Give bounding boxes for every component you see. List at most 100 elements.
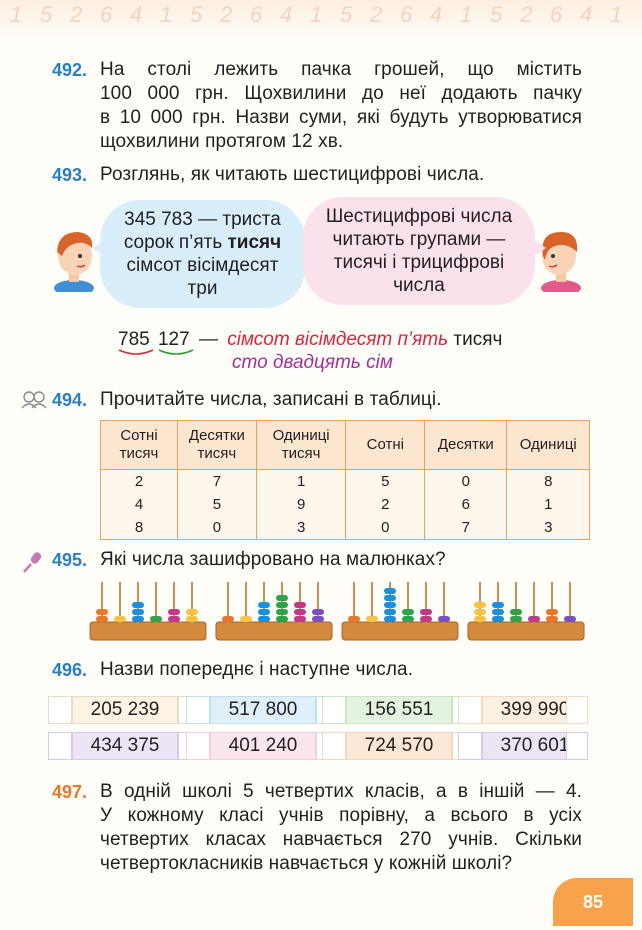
abacus-image: [341, 582, 459, 641]
table-header-row: Сотні тисяч Десятки тисяч Одиниці тисяч Сот…: [99, 420, 590, 470]
task-492-number: 492.: [52, 60, 88, 80]
number-box: 517 800: [210, 696, 316, 724]
reading-word-thousand: тисяч: [453, 329, 503, 350]
table-cell: 0: [424, 469, 508, 493]
number-box-row-2: 434 375 401 240 724 570 370 601: [48, 732, 588, 760]
reading-example: 785 127 — сімсот вісімдесят п’ять тисяч: [118, 328, 503, 355]
table-cell: 3: [255, 516, 347, 540]
table-header: Сотні: [345, 420, 426, 470]
number-box-row-1: 205 239 517 800 156 551 399 990: [48, 696, 588, 724]
speech-bubble-girl: Шестицифрові числа читають групами — тис…: [303, 197, 535, 305]
number-box: 156 551: [346, 696, 452, 724]
digits: 785: [118, 329, 150, 350]
task-492-text: На столі лежить пачка грошей, що містить…: [100, 58, 582, 154]
header-line: тисяч: [197, 445, 237, 462]
bubble-line: сімсот вісімдесят: [126, 255, 279, 276]
answer-box-prev[interactable]: [322, 696, 346, 724]
table-cell: 0: [177, 516, 257, 540]
speech-bubble-boy: 345 783 — триста сорок п’ять тисяч сімсо…: [100, 200, 305, 308]
task-497-line: У кожному класі учнів порівну, а всього …: [100, 805, 582, 826]
task-497-line: четвертокласників навчається у кожній шк…: [100, 853, 513, 874]
bubble-line: читають групами —: [332, 229, 506, 250]
reading-units: сто двадцять сім: [232, 352, 393, 373]
header-line: тисяч: [119, 445, 159, 462]
bubble-text: сорок п’ять: [123, 232, 228, 253]
bubble-bold-word: тисяч: [227, 232, 282, 253]
task-497-line: В одній школі 5 четвертих класів, а в ін…: [100, 781, 582, 802]
answer-box-prev[interactable]: [186, 732, 210, 760]
table-cell: 5: [345, 469, 426, 493]
arc-green: [158, 349, 194, 355]
answer-box-prev[interactable]: [458, 696, 482, 724]
task-494-number: 494.: [52, 390, 88, 410]
number-group-units: 127: [157, 329, 194, 355]
task-492-line: щохвилини протягом 12 хв.: [100, 131, 344, 152]
abacus-image: [467, 582, 585, 641]
answer-box-next[interactable]: [566, 696, 588, 724]
table-row: 2 7 1 5 0 8: [99, 469, 590, 493]
table-cell: 7: [177, 469, 257, 493]
table-cell: 2: [99, 469, 179, 493]
task-497-text: В одній школі 5 четвертих класів, а в ін…: [100, 780, 582, 876]
task-492-line: 100 000 грн. Щохвилини до неї додають па…: [100, 83, 582, 104]
number-box: 401 240: [210, 732, 316, 760]
table-row: 4 5 9 2 6 1: [99, 493, 590, 516]
table-cell: 6: [424, 493, 508, 516]
reading-thousands: сімсот вісімдесят п’ять: [227, 329, 449, 350]
answer-box-prev[interactable]: [48, 732, 72, 760]
task-493-text: Розглянь, як читають шестицифрові числа.: [100, 164, 485, 185]
table-header: Десятки: [424, 420, 508, 470]
digits: 127: [157, 329, 190, 350]
bubble-line: три: [187, 278, 218, 299]
table-row: 8 0 3 0 7 3: [99, 516, 590, 540]
task-497-number: 497.: [52, 782, 88, 802]
task-495-number: 495.: [52, 550, 88, 570]
table-cell: 7: [424, 516, 508, 540]
number-box: 434 375: [72, 732, 178, 760]
girl-avatar: [541, 232, 581, 292]
table-header: Десятки тисяч: [177, 420, 257, 470]
place-value-table: Сотні тисяч Десятки тисяч Одиниці тисяч Сот…: [99, 420, 590, 540]
task-494-text: Прочитайте числа, записані в таблиці.: [100, 389, 442, 410]
table-header: Одиниці тисяч: [255, 420, 347, 470]
answer-box-next[interactable]: [566, 732, 588, 760]
abacus-image: [89, 582, 207, 641]
answer-box-prev[interactable]: [322, 732, 346, 760]
table-cell: 5: [177, 493, 257, 516]
bubble-line: сорок п’ять тисяч: [124, 231, 281, 254]
table-cell: 0: [345, 516, 426, 540]
header-line: Десятки: [437, 436, 494, 453]
task-496-number: 496.: [52, 660, 88, 680]
bubble-line: тисячі і трицифрові: [333, 252, 505, 273]
number-box: 205 239: [72, 696, 178, 724]
task-493-number: 493.: [52, 165, 88, 185]
table-header: Одиниці: [506, 420, 590, 470]
answer-box-prev[interactable]: [186, 696, 210, 724]
number-group-thousands: 785: [118, 329, 154, 355]
header-line: Сотні: [366, 436, 404, 453]
table-cell: 1: [255, 469, 347, 493]
microphone-icon: [23, 552, 42, 573]
table-cell: 1: [506, 493, 590, 516]
page-number: 85: [553, 878, 633, 926]
table-cell: 8: [99, 516, 179, 540]
task-492-line: На столі лежить пачка грошей, що містить: [100, 59, 582, 80]
task-492-line: в 10 000 грн. Назви суми, які будуть утв…: [100, 107, 582, 128]
table-cell: 8: [506, 469, 590, 493]
table-header: Сотні тисяч: [99, 420, 179, 470]
task-497-line: четвертих класах навчається 270 учнів. С…: [100, 829, 582, 850]
abacus-image: [215, 582, 333, 641]
answer-box-prev[interactable]: [458, 732, 482, 760]
bubble-line: 345 783 — триста: [124, 209, 281, 230]
bubble-line: числа: [393, 275, 445, 296]
task-496-text: Назви попереднє і наступне числа.: [100, 659, 414, 680]
task-495-text: Які числа зашифровано на малюнках?: [100, 549, 446, 570]
table-cell: 2: [345, 493, 426, 516]
header-line: Десятки: [188, 427, 245, 444]
table-cell: 3: [506, 516, 590, 540]
boy-avatar: [54, 232, 94, 292]
dash: —: [198, 329, 218, 350]
answer-box-prev[interactable]: [48, 696, 72, 724]
header-line: Одиниці: [272, 427, 330, 444]
